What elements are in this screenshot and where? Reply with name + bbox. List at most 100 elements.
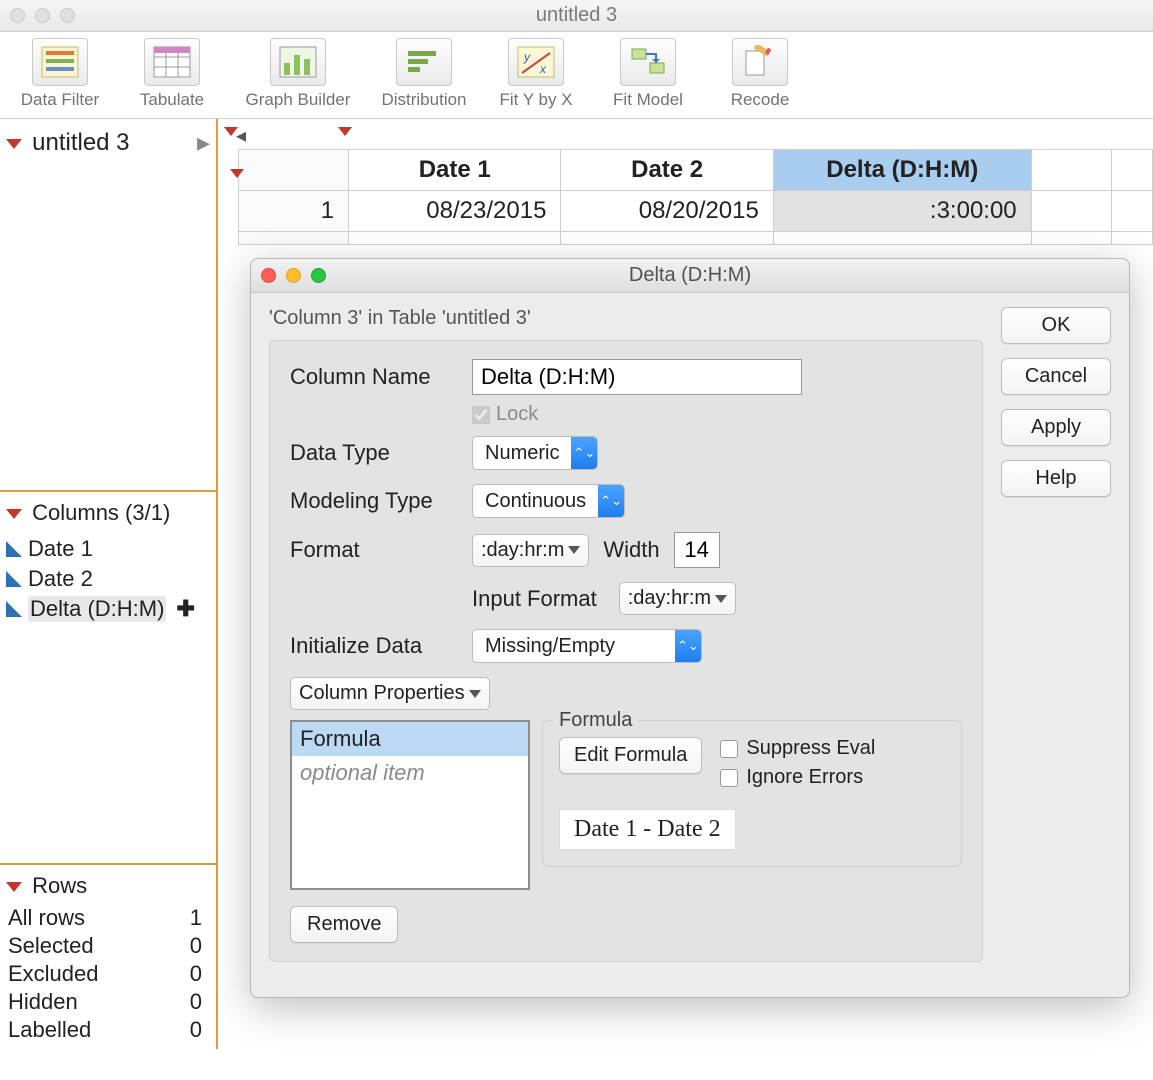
toolbar-recode[interactable]: Recode xyxy=(714,38,806,110)
property-item-formula[interactable]: Formula xyxy=(292,722,528,756)
stat-label: Selected xyxy=(8,933,173,959)
column-info-dialog: Delta (D:H:M) 'Column 3' in Table 'untit… xyxy=(250,258,1130,998)
back-arrow-icon[interactable]: ◂ xyxy=(236,123,246,148)
rows-stat-row: All rows1 xyxy=(8,905,208,931)
checkbox-icon xyxy=(720,740,738,758)
checkbox-label: Suppress Eval xyxy=(746,737,875,760)
table-panel: untitled 3 ▸ xyxy=(0,119,216,492)
button-label: Apply xyxy=(1031,416,1081,438)
cell-empty[interactable] xyxy=(1031,191,1111,232)
rows-stat-row: Selected0 xyxy=(8,933,208,959)
fit-model-icon xyxy=(620,38,676,86)
play-icon[interactable]: ▸ xyxy=(197,127,210,158)
columns-header: Columns (3/1) xyxy=(32,500,170,525)
col-header-empty[interactable] xyxy=(1111,150,1152,191)
toolbar-graph-builder[interactable]: Graph Builder xyxy=(238,38,358,110)
input-format-select[interactable]: :day:hr:m xyxy=(619,582,736,615)
disclosure-icon[interactable] xyxy=(230,169,244,178)
modeling-type-select[interactable]: Continuous ⌃⌄ xyxy=(472,484,625,518)
suppress-eval-checkbox[interactable]: Suppress Eval xyxy=(720,737,875,760)
select-value: :day:hr:m xyxy=(628,587,711,610)
button-label: Edit Formula xyxy=(574,744,687,766)
corner-cell[interactable] xyxy=(239,150,349,191)
toolbar-data-filter[interactable]: Data Filter xyxy=(14,38,106,110)
col-header-empty[interactable] xyxy=(1031,150,1111,191)
col-header[interactable]: Delta (D:H:M) xyxy=(773,150,1031,191)
continuous-icon xyxy=(6,601,22,617)
checkbox-label: Ignore Errors xyxy=(746,766,863,789)
rows-stats: All rows1 Selected0 Excluded0 Hidden0 La… xyxy=(6,903,210,1045)
table-name: untitled 3 xyxy=(32,129,129,156)
svg-text:x: x xyxy=(539,62,547,76)
left-column: untitled 3 ▸ Columns (3/1) Date 1 Date 2 xyxy=(0,119,218,1049)
row-number[interactable] xyxy=(239,232,349,245)
rows-header: Rows xyxy=(32,873,87,898)
column-properties-button[interactable]: Column Properties xyxy=(290,677,490,710)
format-select[interactable]: :day:hr:m xyxy=(472,534,589,567)
table-row[interactable]: 1 08/23/2015 08/20/2015 :3:00:00 xyxy=(239,191,1153,232)
help-button[interactable]: Help xyxy=(1001,460,1111,497)
ok-button[interactable]: OK xyxy=(1001,307,1111,344)
fit-y-by-x-icon: yx xyxy=(508,38,564,86)
initialize-data-select[interactable]: Missing/Empty ⌃⌄ xyxy=(472,629,702,663)
column-item[interactable]: Date 2 xyxy=(6,564,210,594)
select-caret-icon: ⌃⌄ xyxy=(571,437,597,469)
format-label: Format xyxy=(290,537,460,563)
button-label: Remove xyxy=(307,913,381,935)
rows-stat-row: Hidden0 xyxy=(8,989,208,1015)
apply-button[interactable]: Apply xyxy=(1001,409,1111,446)
toolbar-distribution[interactable]: Distribution xyxy=(378,38,470,110)
data-type-select[interactable]: Numeric ⌃⌄ xyxy=(472,436,598,470)
cell[interactable]: 08/23/2015 xyxy=(349,191,561,232)
edit-formula-button[interactable]: Edit Formula xyxy=(559,737,702,774)
disclosure-icon[interactable] xyxy=(6,882,22,892)
toolbar-tabulate[interactable]: Tabulate xyxy=(126,38,218,110)
disclosure-icon[interactable] xyxy=(6,139,22,149)
width-label: Width xyxy=(603,537,659,563)
cell-empty[interactable] xyxy=(1111,191,1152,232)
stat-value: 0 xyxy=(175,961,208,987)
chevron-down-icon xyxy=(715,595,727,603)
properties-list[interactable]: Formula optional item xyxy=(290,720,530,890)
data-grid[interactable]: Date 1 Date 2 Delta (D:H:M) 1 08/23/2015… xyxy=(238,149,1153,245)
column-form: Column Name Lock Data Type Numeric ⌃⌄ Mo… xyxy=(269,340,983,962)
formula-legend: Formula xyxy=(553,709,638,732)
toolbar-fit-model[interactable]: Fit Model xyxy=(602,38,694,110)
col-header[interactable]: Date 2 xyxy=(561,150,773,191)
stat-label: All rows xyxy=(8,905,173,931)
property-item-optional[interactable]: optional item xyxy=(292,756,528,790)
dialog-subtitle: 'Column 3' in Table 'untitled 3' xyxy=(269,307,983,330)
cell[interactable]: :3:00:00 xyxy=(773,191,1031,232)
cell[interactable]: 08/20/2015 xyxy=(561,191,773,232)
remove-button[interactable]: Remove xyxy=(290,906,398,943)
toolbar-label: Recode xyxy=(731,90,790,110)
stat-value: 0 xyxy=(175,1017,208,1043)
svg-text:y: y xyxy=(523,50,531,64)
checkbox-icon xyxy=(720,769,738,787)
column-name: Date 2 xyxy=(28,566,93,592)
col-header[interactable]: Date 1 xyxy=(349,150,561,191)
row-number[interactable]: 1 xyxy=(239,191,349,232)
cancel-button[interactable]: Cancel xyxy=(1001,358,1111,395)
toolbar-fit-y-by-x[interactable]: yx Fit Y by X xyxy=(490,38,582,110)
column-name-label: Column Name xyxy=(290,364,460,390)
graph-builder-icon xyxy=(270,38,326,86)
distribution-icon xyxy=(396,38,452,86)
lock-checkbox[interactable] xyxy=(472,406,490,424)
disclosure-icon[interactable] xyxy=(6,509,22,519)
width-input[interactable] xyxy=(674,532,720,568)
column-item[interactable]: Date 1 xyxy=(6,534,210,564)
toolbar-label: Distribution xyxy=(381,90,466,110)
dialog-left: 'Column 3' in Table 'untitled 3' Column … xyxy=(269,307,983,983)
main-window-titlebar: untitled 3 xyxy=(0,0,1153,32)
ignore-errors-checkbox[interactable]: Ignore Errors xyxy=(720,766,875,789)
chevron-down-icon xyxy=(568,546,580,554)
column-item[interactable]: Delta (D:H:M) ✚ xyxy=(6,594,210,624)
column-name-input[interactable] xyxy=(472,359,802,395)
rows-stat-row: Excluded0 xyxy=(8,961,208,987)
window-title: untitled 3 xyxy=(0,4,1153,27)
table-row[interactable] xyxy=(239,232,1153,245)
disclosure-icon[interactable] xyxy=(338,127,352,136)
stat-value: 1 xyxy=(175,905,208,931)
toolbar-label: Graph Builder xyxy=(246,90,351,110)
